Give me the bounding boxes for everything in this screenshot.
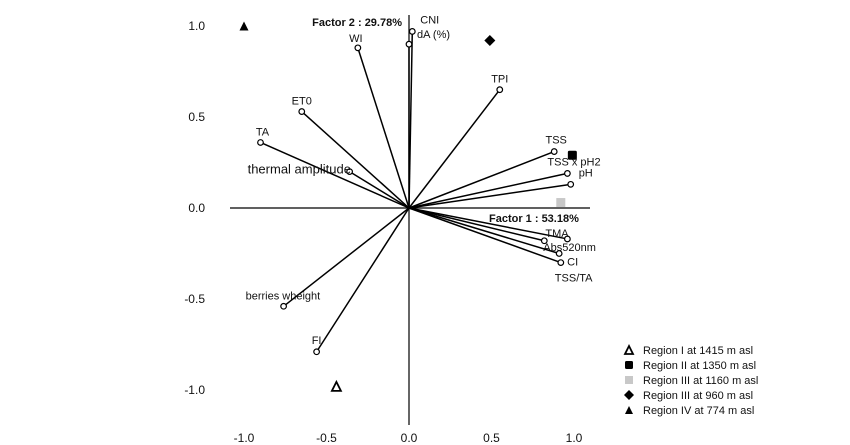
legend-entry: Region III at 1160 m asl — [643, 375, 758, 387]
vector-label: ET0 — [292, 96, 312, 108]
vector-endpoint — [567, 180, 575, 188]
y-tick-label: -1.0 — [184, 383, 205, 397]
vector-endpoint — [257, 139, 264, 146]
y-tick-label: 1.0 — [188, 19, 205, 33]
region-point — [239, 21, 249, 31]
legend-marker — [623, 343, 635, 355]
vector-line — [357, 47, 410, 209]
vector-label: FI — [312, 335, 322, 347]
x-tick-label: 1.0 — [566, 431, 583, 445]
legend: Region I at 1415 m asl Region II at 1350 … — [623, 343, 758, 417]
legend-marker — [625, 361, 633, 369]
vector-line — [408, 207, 562, 264]
x-tick-label: 0.5 — [483, 431, 500, 445]
vector-line — [408, 172, 568, 209]
vector-line — [260, 141, 410, 209]
vector-label: berries wheight — [246, 290, 321, 302]
vector-label: CNI — [420, 14, 439, 26]
region-points — [239, 21, 577, 392]
vector-line — [315, 207, 410, 353]
legend-marker — [625, 376, 633, 384]
legend-entry: Region I at 1415 m asl — [643, 345, 753, 357]
vector-endpoint — [564, 170, 571, 177]
vector-endpoint — [280, 302, 288, 310]
x-tick-label: -0.5 — [316, 431, 337, 445]
legend-entry: Region III at 960 m asl — [643, 390, 753, 402]
region-point — [484, 35, 496, 47]
vector-label: TMA — [545, 228, 569, 240]
vector-line — [408, 183, 571, 209]
y-tick-label: -0.5 — [184, 292, 205, 306]
region-point — [567, 150, 577, 160]
vector-label: Abs520nm — [543, 242, 596, 254]
vector-label: TSS — [545, 135, 566, 147]
vector-endpoint — [540, 237, 548, 245]
legend-marker — [624, 390, 634, 400]
vector-line — [408, 89, 501, 209]
y-axis-label: Factor 2 : 29.78% — [312, 17, 402, 29]
vector-label: TA — [256, 126, 270, 138]
vector-endpoint — [298, 108, 306, 115]
vectors: CNI dA (%) WI TPI ET0 TA thermal amplitude TSS T… — [246, 14, 601, 356]
tick-labels: -1.0 -0.5 0.0 0.5 1.0 1.0 0.5 0.0 -0.5 -1.0 — [184, 19, 582, 445]
region-point — [556, 198, 566, 208]
y-tick-label: 0.0 — [188, 201, 205, 215]
legend-entry: Region II at 1350 m asl — [643, 360, 756, 372]
vector-label: WI — [349, 33, 362, 45]
x-axis-label: Factor 1 : 53.18% — [489, 213, 579, 225]
vector-endpoint — [496, 86, 504, 94]
vector-endpoint — [408, 28, 416, 35]
vector-endpoint — [346, 168, 354, 176]
vector-label: TSS/TA — [555, 273, 593, 285]
vector-line — [408, 207, 560, 255]
vector-line — [408, 150, 555, 209]
region-point — [330, 379, 343, 392]
x-tick-label: -1.0 — [234, 431, 255, 445]
vector-endpoint — [405, 40, 413, 48]
vector-endpoint — [557, 259, 565, 267]
x-tick-label: 0.0 — [401, 431, 418, 445]
vector-endpoint — [313, 348, 321, 356]
vector-label: dA (%) — [417, 29, 450, 41]
vector-line — [283, 207, 410, 307]
vector-endpoint — [555, 250, 563, 257]
vector-label: pH — [579, 167, 593, 179]
vector-label: thermal amplitude — [248, 162, 351, 177]
vector-endpoint — [550, 148, 558, 155]
vector-label: TSS x pH2 — [547, 156, 600, 168]
vector-label: TPI — [491, 74, 508, 86]
vector-endpoint — [564, 235, 571, 243]
legend-entry: Region IV at 774 m asl — [643, 405, 754, 417]
vector-line — [349, 170, 410, 209]
vector-line — [408, 207, 568, 240]
vector-label: CI — [567, 257, 578, 269]
y-tick-label: 0.5 — [188, 110, 205, 124]
vector-endpoint — [354, 44, 362, 52]
vector-line — [408, 207, 545, 242]
legend-marker — [625, 406, 633, 414]
vector-line — [301, 110, 410, 209]
